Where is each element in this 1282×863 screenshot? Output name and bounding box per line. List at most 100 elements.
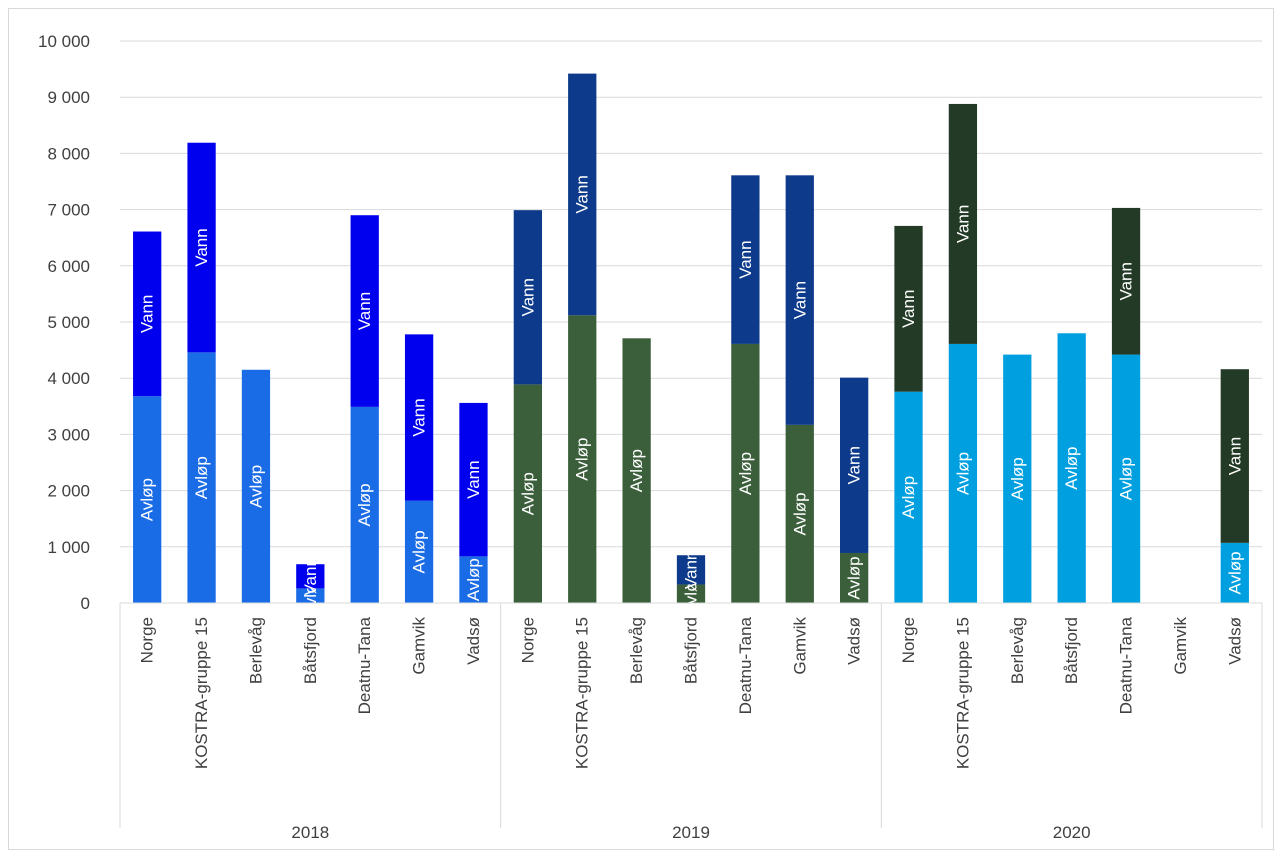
bar-segment-vann — [133, 231, 162, 397]
segment-label-avlop: Avløp — [790, 492, 809, 535]
segment-label-vann: Vann — [301, 557, 320, 595]
bar-segment-vann — [350, 215, 379, 407]
segment-label-vann: Vann — [790, 281, 809, 319]
bar-segment-avlop — [241, 369, 271, 603]
segment-label-avlop: Avløp — [138, 478, 157, 521]
bar-segment-vann — [676, 555, 706, 585]
x-category-label: Vadsø — [1225, 617, 1244, 665]
x-axis: Norge KOSTRA-gruppe 15 Berlevåg Båtsfjord De… — [119, 602, 1263, 842]
bar-segment-vann — [568, 73, 597, 316]
bar-segment-avlop — [513, 384, 542, 603]
bar-segment-vann — [785, 175, 814, 425]
bar-segment-avlop — [133, 396, 162, 603]
y-tick-label: 3 000 — [47, 425, 90, 444]
segment-label-vann: Vann — [736, 240, 755, 278]
bar-segment-avlop — [894, 391, 923, 603]
bar-segment-vann — [296, 564, 325, 589]
y-tick-label: 2 000 — [47, 482, 90, 501]
segment-label-avlop: Avløp — [899, 476, 918, 519]
segment-label-avlop: Avløp — [845, 556, 864, 599]
bar-segment-vann — [894, 225, 923, 392]
segment-label-vann: Vann — [899, 290, 918, 328]
x-category-label: Berlevåg — [627, 617, 646, 684]
x-group-label: 2018 — [291, 823, 329, 842]
x-category-label: Båtsfjord — [301, 617, 320, 684]
bars: Avløp Vann Avløp Vann Avløp Avløp Vann Avløp Van… — [133, 73, 1249, 617]
bar-segment-avlop — [1220, 542, 1249, 603]
bar-segment-vann — [948, 103, 978, 344]
x-category-label: Båtsfjord — [682, 617, 701, 684]
y-tick-label: 7 000 — [47, 201, 90, 220]
x-category-label: Deatnu-Tana — [736, 616, 755, 714]
bar-segment-vann — [840, 377, 869, 553]
bar-segment-avlop — [568, 315, 597, 603]
bar-segment-vann — [459, 402, 488, 557]
segment-label-vann: Vann — [464, 460, 483, 498]
segment-label-avlop: Avløp — [953, 452, 972, 495]
bar-segment-vann — [731, 175, 760, 344]
y-tick-label: 9 000 — [47, 88, 90, 107]
segment-label-avlop: Avløp — [355, 483, 374, 526]
y-tick-label: 8 000 — [47, 144, 90, 163]
bar-segment-avlop — [1057, 333, 1086, 603]
segment-label-vann: Vann — [138, 295, 157, 333]
x-category-label: Deatnu-Tana — [1117, 616, 1136, 714]
x-group-label: 2020 — [1053, 823, 1091, 842]
x-category-label: Berlevåg — [1008, 617, 1027, 684]
y-tick-label: 1 000 — [47, 538, 90, 557]
x-category-label: KOSTRA-gruppe 15 — [573, 617, 592, 769]
bar-segment-avlop — [404, 500, 434, 603]
y-tick-label: 0 — [81, 594, 90, 613]
y-tick-label: 6 000 — [47, 257, 90, 276]
y-axis: 0 1 000 2 000 3 000 4 000 5 000 6 000 7 000 8 00… — [38, 32, 90, 613]
x-category-label: Norge — [518, 617, 537, 663]
segment-label-vann: Vann — [355, 292, 374, 330]
x-category-label: Vadsø — [464, 617, 483, 665]
segment-label-avlop: Avløp — [627, 449, 646, 492]
x-category-label: Gamvik — [410, 617, 429, 675]
bar-segment-avlop — [459, 556, 488, 603]
segment-label-vann: Vann — [953, 205, 972, 243]
x-category-label: Vadsø — [845, 617, 864, 665]
bar-segment-avlop — [350, 406, 379, 603]
segment-label-vann: Vann — [682, 551, 701, 589]
bar-segment-avlop — [187, 352, 216, 603]
segment-label-avlop: Avløp — [246, 465, 265, 508]
bar-segment-avlop — [296, 588, 325, 603]
segment-label-avlop: Avløp — [464, 558, 483, 601]
bar-segment-vann — [513, 210, 542, 385]
bar-segment-avlop — [1111, 354, 1141, 603]
segment-label-avlop: Avløp — [518, 472, 537, 515]
x-category-label: KOSTRA-gruppe 15 — [953, 617, 972, 769]
segment-label-avlop: Avløp — [1062, 447, 1081, 490]
segment-label-vann: Vann — [192, 228, 211, 266]
x-category-label: Berlevåg — [246, 617, 265, 684]
bar-segment-avlop — [1003, 354, 1032, 603]
bar-segment-avlop — [948, 343, 978, 603]
bar-segment-avlop — [622, 338, 651, 603]
x-category-label: Gamvik — [790, 617, 809, 675]
y-tick-label: 4 000 — [47, 369, 90, 388]
segment-label-avlop: Avløp — [1225, 551, 1244, 594]
segment-label-vann: Vann — [518, 278, 537, 316]
bar-segment-vann — [187, 142, 216, 353]
y-tick-label: 5 000 — [47, 313, 90, 332]
segment-label-vann: Vann — [410, 398, 429, 436]
x-category-label: KOSTRA-gruppe 15 — [192, 617, 211, 769]
bar-segment-vann — [404, 334, 434, 501]
segment-label-vann: Vann — [1117, 262, 1136, 300]
x-category-label: Gamvik — [1171, 617, 1190, 675]
bar-segment-avlop — [676, 584, 706, 603]
segment-label-vann: Vann — [1225, 437, 1244, 475]
segment-label-avlop: Avløp — [410, 530, 429, 573]
y-tick-label: 10 000 — [38, 32, 90, 51]
segment-label-avlop: Avløp — [1008, 457, 1027, 500]
segment-label-avlop: Avløp — [736, 452, 755, 495]
bar-segment-vann — [1111, 207, 1141, 355]
x-category-label: Deatnu-Tana — [355, 616, 374, 714]
bar-segment-avlop — [785, 424, 814, 603]
x-category-label: Norge — [899, 617, 918, 663]
bar-segment-vann — [1220, 369, 1249, 543]
